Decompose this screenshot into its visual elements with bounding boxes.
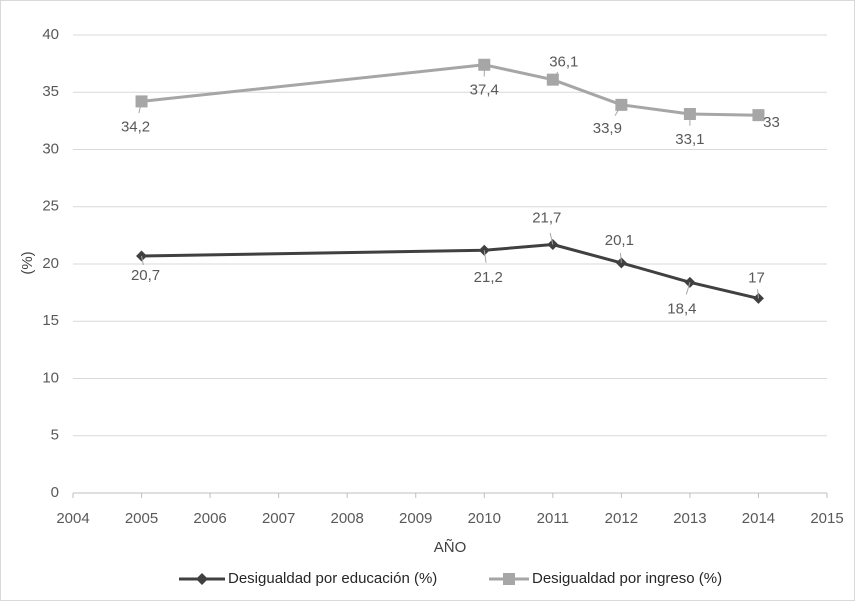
x-tick-label: 2006	[193, 510, 226, 527]
x-tick-label: 2014	[742, 510, 775, 527]
data-label: 37,4	[470, 82, 499, 99]
legend-square-marker	[503, 573, 515, 585]
data-label: 33,9	[593, 120, 622, 137]
y-tick-label: 20	[42, 255, 59, 272]
y-tick-label: 35	[42, 83, 59, 100]
data-label: 17	[748, 269, 765, 286]
series-line	[141, 243, 759, 300]
data-label: 18,4	[667, 300, 696, 317]
y-tick-label: 25	[42, 198, 59, 215]
y-tick-label: 5	[51, 427, 59, 444]
legend-label-education: Desigualdad por educación (%)	[228, 570, 437, 587]
y-tick-label: 0	[51, 484, 59, 501]
leader-line	[138, 101, 143, 114]
legend-diamond-marker	[196, 573, 208, 585]
leader-line	[758, 114, 765, 120]
x-tick-label: 2004	[56, 510, 89, 527]
x-tick-label: 2009	[399, 510, 432, 527]
grid-lines	[73, 34, 827, 437]
data-label: 33,1	[675, 131, 704, 148]
legend: Desigualdad por educación (%) Desigualda…	[179, 570, 722, 587]
y-tick-label: 15	[42, 312, 59, 329]
x-tick-label: 2008	[330, 510, 363, 527]
x-tick-label: 2015	[810, 510, 843, 527]
data-label: 21,2	[474, 269, 503, 286]
leader-line	[483, 250, 487, 263]
series-line	[141, 63, 759, 117]
data-label: 20,1	[605, 232, 634, 249]
y-axis-title: (%)	[19, 251, 36, 274]
y-tick-label: 10	[42, 369, 59, 386]
data-label: 33	[763, 114, 780, 131]
y-tick-labels: 0 5 10 15 20 25 30 35 40	[42, 26, 59, 501]
x-tick-labels: 2004 2005 2006 2007 2008 2009 2010 2011 2012 2013…	[56, 510, 843, 527]
data-labels: 20,7 21,2 21,7 20,1 18,4 17 34,2 37,4 36,1 33,9 33…	[121, 54, 780, 318]
data-label: 20,7	[131, 267, 160, 284]
leader-line	[552, 71, 559, 80]
legend-item-education: Desigualdad por educación (%)	[179, 570, 437, 587]
leader-line	[549, 232, 554, 245]
legend-item-income: Desigualdad por ingreso (%)	[489, 570, 722, 587]
data-label: 36,1	[549, 54, 578, 71]
x-tick-label: 2011	[537, 510, 569, 527]
y-tick-label: 40	[42, 26, 59, 43]
leader-line	[614, 104, 622, 116]
leader-line	[685, 282, 691, 295]
x-axis-title: AÑO	[434, 539, 467, 556]
data-label: 21,7	[532, 210, 561, 227]
series	[135, 58, 765, 304]
x-tick-label: 2012	[605, 510, 638, 527]
axes	[72, 492, 828, 498]
data-point-diamond	[136, 250, 148, 262]
y-tick-label: 30	[42, 140, 59, 157]
x-tick-label: 2010	[468, 510, 501, 527]
x-tick-label: 2013	[673, 510, 706, 527]
leader-line	[141, 255, 144, 266]
x-tick-label: 2005	[125, 510, 158, 527]
x-tick-label: 2007	[262, 510, 295, 527]
leader-line	[757, 289, 759, 299]
legend-label-income: Desigualdad por ingreso (%)	[532, 570, 722, 587]
data-label: 34,2	[121, 118, 150, 135]
leader-line	[619, 252, 622, 263]
